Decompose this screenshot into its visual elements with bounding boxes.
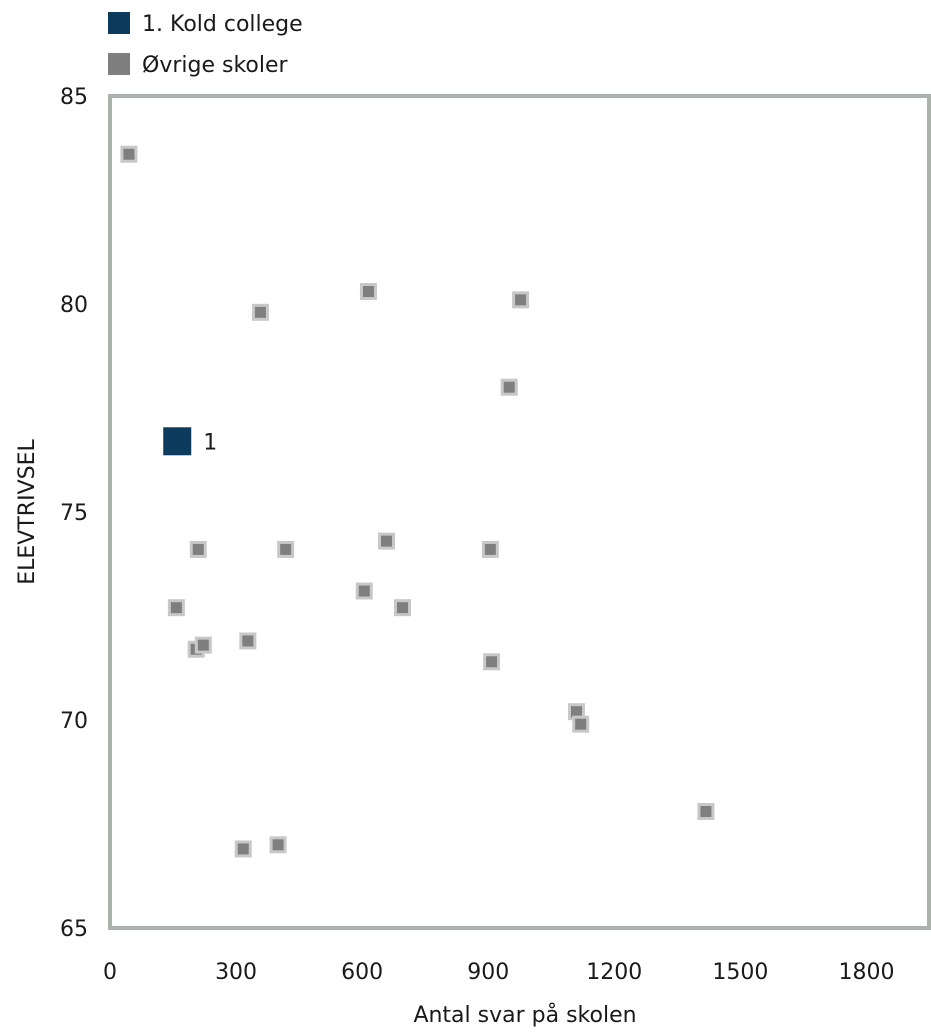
legend-swatch-kold-college [108, 12, 130, 34]
legend-swatch-ovrige-skoler [108, 53, 130, 75]
data-point-ovrige-skoler [251, 303, 269, 321]
plot-frame [108, 94, 931, 930]
data-point-ovrige-skoler [355, 582, 373, 600]
data-point-ovrige-skoler [481, 540, 499, 558]
data-point-ovrige-skoler [194, 636, 212, 654]
data-point-ovrige-skoler [378, 532, 396, 550]
series-ovrige-skoler [120, 145, 715, 858]
data-label-kold-college: 1 [203, 430, 217, 455]
x-tick-label: 1800 [838, 960, 894, 985]
data-point-ovrige-skoler [572, 715, 590, 733]
y-tick-label: 65 [60, 917, 88, 942]
x-tick-label: 0 [103, 960, 117, 985]
data-point-ovrige-skoler [120, 145, 138, 163]
data-point-ovrige-skoler [500, 378, 518, 396]
y-axis-title: ELEVTRIVSEL [15, 439, 40, 585]
legend-label-kold-college: 1. Kold college [142, 12, 303, 37]
y-tick-label: 80 [60, 293, 88, 318]
data-point-ovrige-skoler [359, 283, 377, 301]
legend-item-ovrige-skoler: Øvrige skoler [108, 53, 289, 78]
x-tick-label: 1200 [586, 960, 642, 985]
data-point-ovrige-skoler [697, 803, 715, 821]
legend: 1. Kold college Øvrige skoler [108, 12, 303, 78]
y-tick-label: 70 [60, 709, 88, 734]
legend-label-ovrige-skoler: Øvrige skoler [142, 53, 289, 78]
data-point-ovrige-skoler [269, 836, 287, 854]
data-point-ovrige-skoler [512, 291, 530, 309]
x-tick-label: 600 [341, 960, 383, 985]
data-point-ovrige-skoler [239, 632, 257, 650]
series-kold-college: 1 [163, 427, 217, 456]
x-tick-labels: 0 300 600 900 1200 1500 1800 [103, 960, 894, 985]
x-tick-label: 1500 [712, 960, 768, 985]
legend-item-kold-college: 1. Kold college [108, 12, 303, 37]
data-point-kold-college [163, 427, 192, 456]
x-tick-label: 300 [215, 960, 257, 985]
y-tick-label: 75 [60, 501, 88, 526]
x-tick-label: 900 [467, 960, 509, 985]
y-tick-labels: 65 70 75 80 85 [60, 85, 88, 942]
data-point-ovrige-skoler [393, 599, 411, 617]
x-axis-title: Antal svar på skolen [413, 1002, 636, 1028]
data-point-ovrige-skoler [277, 540, 295, 558]
data-point-ovrige-skoler [167, 599, 185, 617]
data-point-ovrige-skoler [189, 540, 207, 558]
data-point-ovrige-skoler [483, 653, 501, 671]
data-point-ovrige-skoler [234, 840, 252, 858]
y-tick-label: 85 [60, 85, 88, 110]
